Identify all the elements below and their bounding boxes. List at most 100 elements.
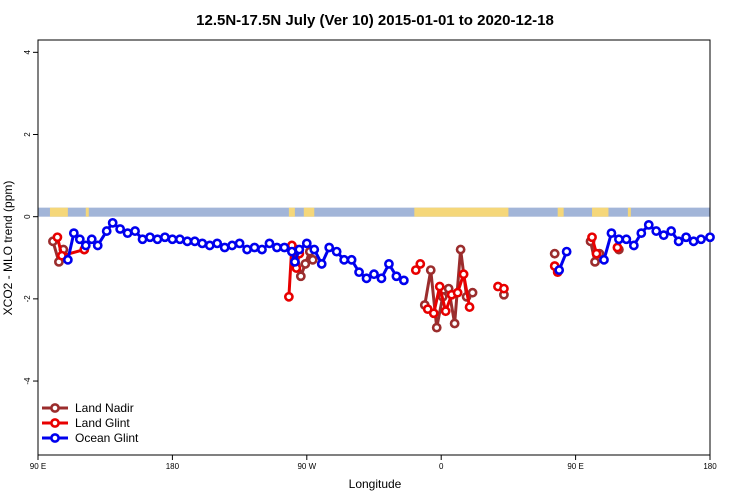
x-tick-label: 0 (439, 462, 444, 471)
data-point (167, 234, 178, 245)
data-point (666, 226, 677, 236)
data-point (279, 242, 290, 253)
data-point (283, 291, 294, 302)
data-point (587, 232, 597, 243)
data-point (189, 236, 200, 247)
data-point (549, 248, 560, 259)
data-point (130, 226, 140, 236)
data-point (316, 259, 327, 269)
data-point (80, 240, 91, 251)
y-tick-label: 0 (23, 214, 32, 219)
land-patch (592, 207, 609, 217)
x-tick-label: 90 W (297, 462, 316, 471)
data-point (286, 246, 297, 257)
data-point (614, 234, 624, 245)
data-point (391, 271, 402, 282)
series-ocean-glint (62, 217, 715, 286)
legend-marker (50, 418, 60, 428)
legend-marker (50, 433, 60, 443)
data-point (428, 308, 439, 319)
data-point (452, 287, 463, 298)
data-point (174, 234, 185, 245)
x-tick-label: 90 E (30, 462, 46, 471)
land-patch (414, 207, 509, 217)
data-point (122, 228, 133, 239)
data-point (204, 240, 215, 251)
data-point (440, 306, 451, 317)
data-point (249, 242, 260, 253)
data-point (499, 283, 509, 294)
legend-label: Land Nadir (75, 401, 134, 415)
data-point (361, 273, 372, 284)
x-axis-label: Longitude (349, 477, 402, 491)
x-tick-label: 180 (703, 462, 717, 471)
data-point (295, 271, 306, 282)
data-point (74, 234, 85, 245)
y-axis: -4 -2 0 2 4 (23, 50, 38, 385)
data-point (324, 242, 335, 253)
data-point (92, 240, 103, 251)
data-point (289, 256, 300, 267)
data-point (369, 269, 379, 280)
data-point (449, 318, 460, 329)
y-tick-label: -4 (23, 377, 32, 385)
data-point (115, 224, 126, 234)
data-point (621, 234, 632, 245)
data-point (301, 238, 312, 249)
data-point (467, 287, 478, 298)
data-point (101, 226, 112, 236)
data-point (612, 242, 623, 253)
data-point (309, 244, 320, 255)
data-point (346, 254, 357, 265)
data-point (458, 269, 469, 280)
data-point (673, 236, 684, 247)
land-patch (85, 207, 89, 217)
y-tick-label: -2 (23, 295, 32, 303)
x-tick-label: 180 (166, 462, 180, 471)
data-point (294, 244, 305, 255)
data-point (182, 236, 193, 247)
data-point (307, 254, 318, 265)
data-point (107, 217, 118, 228)
land-patch (303, 207, 315, 217)
data-point (52, 232, 63, 243)
data-point (643, 220, 654, 230)
x-axis: 90 E 180 90 W 0 90 E 180 (30, 455, 717, 471)
y-tick-label: 4 (23, 50, 32, 55)
data-point (425, 265, 436, 275)
ocean-band (38, 207, 710, 217)
data-point (242, 244, 252, 255)
data-point (300, 259, 311, 269)
data-point (636, 228, 647, 239)
data-point (651, 226, 662, 236)
data-point (554, 265, 565, 275)
y-tick-label: 2 (23, 132, 32, 137)
plot-frame (37, 39, 711, 456)
data-point (137, 234, 148, 245)
data-point (376, 273, 387, 284)
data-point (219, 242, 230, 253)
data-point (62, 254, 73, 265)
data-point (227, 240, 238, 251)
data-point (628, 240, 639, 251)
data-point (197, 238, 208, 249)
data-point (212, 238, 223, 249)
data-point (705, 232, 715, 243)
data-point (145, 232, 155, 243)
data-point (264, 238, 275, 249)
data-point (410, 265, 421, 275)
data-point (331, 246, 342, 257)
data-point (86, 234, 97, 245)
data-point (398, 275, 409, 286)
data-point (434, 281, 445, 292)
y-axis-label: XCO2 - MLO trend (ppm) (1, 181, 15, 316)
data-point (696, 234, 706, 245)
land-patch (288, 207, 295, 217)
legend-label: Land Glint (75, 416, 130, 430)
legend-label: Ocean Glint (75, 431, 139, 445)
data-point (354, 267, 364, 278)
data-point (68, 228, 79, 239)
land-patch (557, 207, 564, 217)
